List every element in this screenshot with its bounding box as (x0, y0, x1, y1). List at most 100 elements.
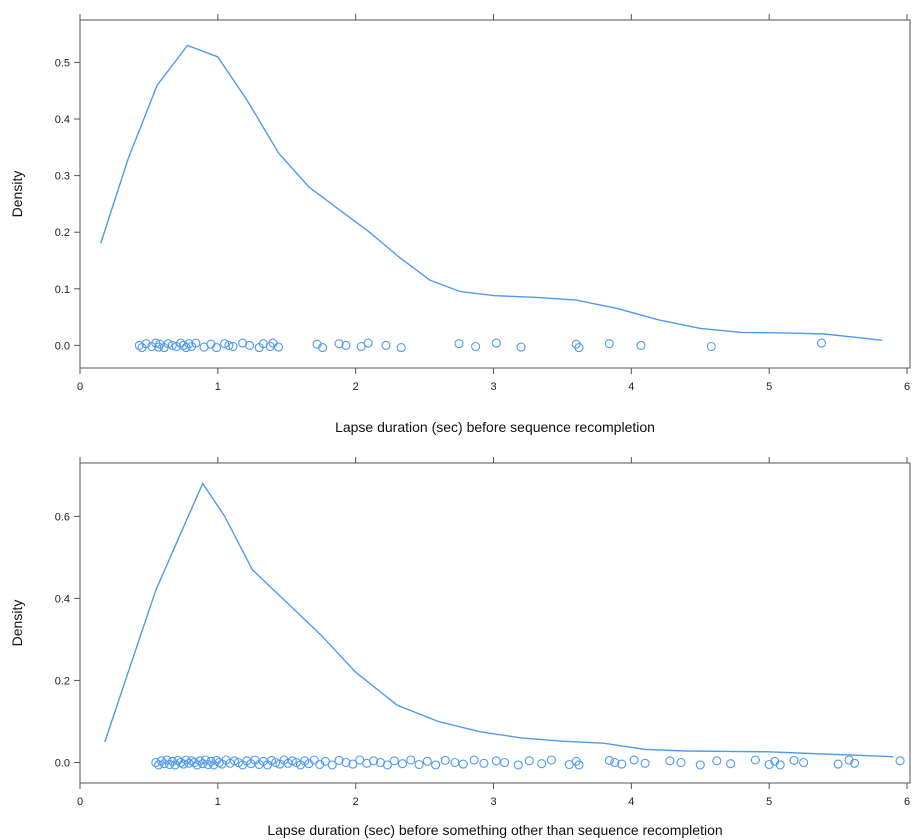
top-x-tick-label-4: 4 (628, 381, 634, 393)
top-density-curve-group (100, 44, 883, 341)
bottom-rug-point (382, 760, 392, 770)
bottom-rug-point (676, 757, 686, 768)
top-rug-point (141, 339, 151, 349)
bottom-x-tick-label-2: 2 (353, 796, 359, 808)
bottom-rug-point (431, 760, 441, 770)
bottom-rug-point (479, 758, 489, 768)
bottom-rug-point (440, 755, 450, 765)
bottom-rug-point (156, 756, 166, 766)
top-density-curve (100, 44, 883, 341)
top-rug-point (220, 339, 230, 349)
bottom-rug-point (200, 755, 210, 765)
top-rug-point (334, 339, 344, 349)
bottom-rug-point (450, 757, 460, 768)
top-y-tick-label-4: 0.4 (55, 114, 70, 126)
bottom-rug-point (341, 757, 351, 768)
top-rug-point (574, 343, 584, 353)
bottom-rug-point (617, 759, 627, 769)
bottom-rug-point (895, 756, 905, 766)
bottom-rug-point (640, 758, 650, 768)
bottom-y-tick-label-0: 0.0 (55, 757, 70, 769)
bottom-rug-point (229, 756, 239, 766)
bottom-rug-point (203, 759, 213, 770)
top-rug-point (604, 339, 614, 349)
bottom-rug-point (315, 759, 325, 770)
top-rug-point (706, 341, 716, 352)
top-x-tick-label-1: 1 (215, 381, 221, 393)
bottom-rug-point (397, 759, 408, 769)
top-rug-point (167, 340, 177, 350)
top-x-tick-label-2: 2 (353, 381, 359, 393)
bottom-rug-point (629, 755, 639, 765)
bottom-density-curve (104, 482, 894, 758)
top-x-tick-label-3: 3 (490, 381, 496, 393)
top-rug-point (211, 343, 222, 353)
top-rug-point (318, 343, 328, 353)
top-rug-point (636, 340, 646, 350)
bottom-x-tick-label-1: 1 (215, 796, 221, 808)
top-rug-point (396, 343, 406, 353)
top-rug-point (224, 340, 234, 350)
bottom-ticks: 0 1 2 3 4 5 6 0.0 0.2 0.4 0.6 (55, 457, 910, 808)
bottom-rug-point (524, 756, 534, 766)
top-x-tick-label-5: 5 (766, 381, 772, 393)
top-y-tick-label-3: 0.3 (55, 171, 70, 183)
bottom-rug-point (695, 760, 705, 770)
bottom-rug-point (789, 755, 799, 765)
bottom-x-tick-label-3: 3 (490, 796, 496, 808)
top-plot-frame (79, 19, 911, 369)
bottom-rug-point (287, 756, 297, 766)
top-rug-point (184, 339, 194, 349)
top-x-tick-label-6: 6 (904, 381, 910, 393)
bottom-rug-point (764, 759, 774, 770)
bottom-rug-point (181, 755, 191, 765)
bottom-plot-frame (79, 462, 911, 784)
bottom-density-panel: Density Lapse duration (sec) before some… (9, 457, 911, 838)
bottom-rug-point (833, 759, 843, 769)
bottom-x-axis-label: Lapse duration (sec) before something ot… (267, 822, 722, 838)
bottom-rug-point (184, 758, 194, 768)
bottom-y-axis-label: Density (9, 600, 25, 647)
bottom-rug-point (537, 759, 547, 769)
top-rug-point (381, 340, 391, 350)
bottom-rug-point (712, 756, 722, 766)
bottom-rug-point (309, 755, 319, 765)
bottom-rug-point (604, 755, 614, 765)
top-x-tick-label-0: 0 (77, 381, 83, 393)
bottom-rug-point (406, 755, 416, 765)
bottom-rug-point (422, 756, 432, 766)
bottom-rug-point (499, 757, 510, 768)
bottom-rug-point (458, 759, 468, 769)
top-rug-point (244, 340, 255, 350)
bottom-x-tick-label-6: 6 (904, 796, 910, 808)
bottom-rug-point (775, 760, 785, 770)
bottom-y-tick-label-3: 0.6 (55, 511, 70, 523)
bottom-x-tick-label-4: 4 (628, 796, 634, 808)
top-rug-point (491, 338, 501, 348)
bottom-rug-point (610, 757, 620, 768)
top-rug-point (454, 339, 464, 349)
bottom-rug-point (574, 760, 584, 770)
bottom-rug-point (665, 756, 675, 766)
bottom-rug-point (469, 755, 479, 765)
bottom-density-curve-group (104, 482, 894, 758)
bottom-rug-point (850, 758, 860, 768)
bottom-rug-point (165, 759, 175, 770)
bottom-rug-point (320, 756, 330, 766)
bottom-x-tick-label-5: 5 (766, 796, 772, 808)
top-rug-point (341, 340, 351, 350)
bottom-rug-point (750, 755, 760, 765)
top-rug-point (471, 341, 481, 352)
top-y-tick-label-1: 0.1 (55, 284, 70, 296)
top-y-tick-label-0: 0.0 (55, 340, 70, 352)
bottom-rug-point (491, 756, 501, 766)
bottom-rug-point (414, 759, 424, 770)
bottom-rug-point (389, 756, 399, 766)
bottom-x-tick-label-0: 0 (77, 796, 83, 808)
bottom-rug-point (334, 755, 344, 765)
bottom-rug-point (726, 759, 736, 769)
bottom-y-tick-label-1: 0.2 (55, 675, 70, 687)
bottom-rug-point (271, 757, 281, 768)
top-rug-point (363, 338, 373, 348)
